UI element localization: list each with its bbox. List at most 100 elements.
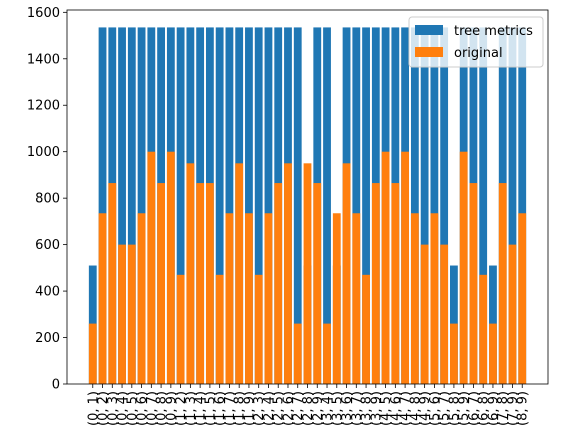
bar-original (410, 213, 419, 384)
y-tick-label: 1400 (27, 52, 60, 67)
x-tick-label: (5, 6) (428, 391, 443, 426)
bar-original (245, 213, 253, 384)
bar-original (498, 183, 507, 384)
y-tick-label: 1000 (27, 145, 60, 160)
x-tick-label: (0, 1) (86, 391, 101, 426)
x-tick-label: (0, 4) (116, 391, 131, 426)
bar-original (186, 163, 195, 384)
x-tick-label: (2, 6) (281, 391, 296, 426)
x-tick-label: (1, 8) (233, 391, 248, 426)
x-tick-label: (2, 3) (252, 391, 267, 426)
bar-original (98, 213, 107, 384)
x-tick-label: (0, 8) (155, 391, 170, 426)
x-tick-label: (8, 9) (516, 391, 531, 426)
y-tick-label: 800 (35, 192, 60, 207)
x-tick-label: (1, 9) (242, 391, 257, 426)
x-tick-label: (4, 8) (408, 391, 423, 426)
bar-original (450, 323, 458, 384)
x-tick-label: (6, 7) (467, 391, 482, 426)
x-tick-label: (1, 3) (184, 391, 199, 426)
x-tick-label: (2, 9) (311, 391, 326, 426)
bar-original (196, 183, 205, 384)
bar-original (127, 244, 136, 384)
x-tick-label: (0, 2) (96, 391, 111, 426)
x-tick-label: (0, 3) (106, 391, 121, 426)
bar-tree-metrics (245, 27, 253, 384)
bar-original (108, 183, 117, 384)
bar-original (284, 163, 292, 384)
bar-original (118, 244, 126, 384)
x-tick-label: (4, 6) (389, 391, 404, 426)
bar-original (332, 213, 341, 384)
x-tick-label: (6, 9) (486, 391, 501, 426)
bar-original (430, 213, 439, 384)
x-tick-label: (4, 5) (379, 391, 394, 426)
bar-original (469, 183, 478, 384)
bar-tree-metrics (518, 27, 527, 384)
bar-tree-metrics (225, 27, 234, 384)
bar-tree-metrics (118, 27, 126, 384)
x-tick-label: (3, 7) (350, 391, 365, 426)
bar-original (274, 183, 283, 384)
y-tick-label: 1200 (27, 99, 60, 114)
bar-original (225, 213, 234, 384)
bar-tree-metrics (264, 27, 273, 384)
legend: tree metrics original (408, 16, 544, 68)
x-tick-label: (1, 7) (223, 391, 238, 426)
bar-original (508, 244, 517, 384)
bar-tree-metrics (293, 27, 302, 384)
x-tick-label: (7, 9) (506, 391, 521, 426)
x-tick-label: (5, 9) (457, 391, 472, 426)
bar-tree-metrics (215, 27, 224, 384)
y-tick-label: 600 (35, 238, 60, 253)
bar-original (254, 274, 263, 384)
bar-original (391, 183, 400, 384)
bar-tree-metrics (176, 27, 185, 384)
x-tick-label: (2, 7) (291, 391, 306, 426)
bar-tree-metrics (98, 27, 107, 384)
x-tick-label: (2, 8) (301, 391, 316, 426)
x-tick-label: (6, 8) (477, 391, 492, 426)
bar-original (147, 151, 156, 384)
x-tick-label: (5, 7) (438, 391, 453, 426)
bar-tree-metrics (508, 27, 517, 384)
x-tick-label: (1, 2) (174, 391, 189, 426)
bar-original (303, 163, 312, 384)
x-tick-label: (0, 7) (145, 391, 160, 426)
x-tick-label: (4, 9) (418, 391, 433, 426)
bar-original (371, 183, 380, 384)
bar-original (176, 274, 185, 384)
legend-label-tree-metrics: tree metrics (454, 24, 533, 39)
bar-original (323, 323, 331, 384)
y-tick-label: 0 (52, 378, 60, 393)
legend-swatch-tree-metrics (415, 25, 443, 35)
x-tick-label: (3, 6) (340, 391, 355, 426)
legend-swatch-original (415, 47, 443, 57)
x-tick-label: (0, 9) (164, 391, 179, 426)
bar-original (88, 323, 97, 384)
bar-original (352, 213, 361, 384)
bar-tree-metrics (137, 27, 146, 384)
x-tick-label: (5, 8) (447, 391, 462, 426)
bar-original (401, 151, 410, 384)
bar-original (157, 183, 165, 384)
y-tick-label: 200 (35, 331, 60, 346)
x-tick-label: (0, 5) (125, 391, 140, 426)
bar-original (381, 151, 390, 384)
bar-tree-metrics (323, 27, 331, 384)
bar-original (235, 163, 244, 384)
x-tick-label: (2, 4) (262, 391, 277, 426)
bars-layer (88, 27, 527, 384)
bar-tree-metrics (420, 27, 429, 384)
bar-tree-metrics (254, 27, 263, 384)
bar-original (342, 163, 351, 384)
x-tick-label: (3, 4) (321, 391, 336, 426)
y-tick-label: 1600 (27, 6, 60, 21)
bar-original (313, 183, 322, 384)
bar-tree-metrics (127, 27, 136, 384)
bar-original (293, 323, 302, 384)
bar-tree-metrics (479, 27, 488, 384)
bar-original (459, 151, 468, 384)
